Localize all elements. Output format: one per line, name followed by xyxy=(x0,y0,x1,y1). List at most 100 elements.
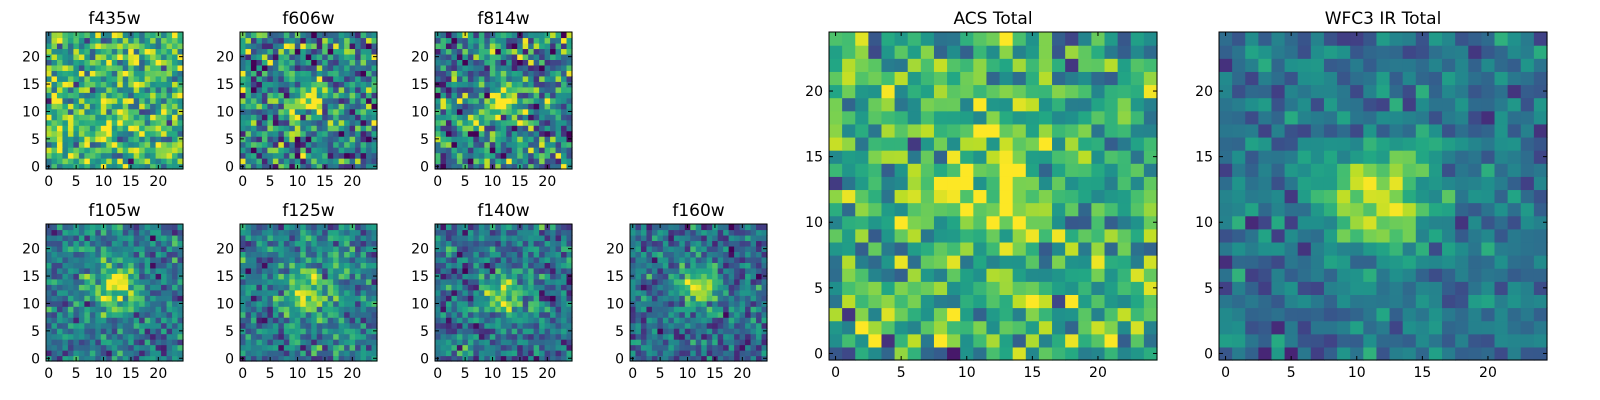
heatmap-cell xyxy=(267,256,274,263)
heatmap-cell xyxy=(550,256,557,263)
heatmap-cell xyxy=(635,339,642,346)
heatmap-cell xyxy=(289,64,296,71)
x-tick-label: 0 xyxy=(628,366,637,382)
heatmap-cell xyxy=(51,317,58,324)
heatmap-cell xyxy=(305,278,312,285)
heatmap-cell xyxy=(662,240,669,247)
heatmap-cell xyxy=(261,245,268,252)
heatmap-cell xyxy=(500,355,507,362)
heatmap-cell xyxy=(278,152,285,159)
heatmap-cell xyxy=(172,86,179,93)
heatmap-cell xyxy=(745,311,752,318)
heatmap-cell xyxy=(95,42,102,50)
heatmap-cell xyxy=(690,251,697,258)
heatmap-cell xyxy=(177,333,184,340)
heatmap-cell xyxy=(679,355,686,362)
heatmap-cell xyxy=(256,114,263,121)
heatmap-cell xyxy=(750,311,757,318)
heatmap-cell xyxy=(166,97,173,104)
heatmap-cell xyxy=(240,339,247,346)
y-tick-label: 5 xyxy=(420,324,429,340)
y-tick-label: 20 xyxy=(22,50,40,66)
heatmap-cell xyxy=(462,81,469,88)
heatmap-cell xyxy=(511,75,518,82)
heatmap-cell xyxy=(311,350,318,357)
heatmap-cell xyxy=(294,306,301,313)
heatmap-cell xyxy=(311,48,318,55)
heatmap-cell xyxy=(528,245,535,252)
heatmap-cell xyxy=(250,273,258,280)
heatmap-cell xyxy=(245,344,252,351)
heatmap-cell xyxy=(435,37,442,44)
heatmap-cell xyxy=(440,70,447,77)
heatmap-cell xyxy=(360,224,367,231)
heatmap-cell xyxy=(322,37,329,44)
heatmap-cell xyxy=(84,152,91,159)
x-tick-label: 10 xyxy=(679,366,697,382)
heatmap-cell xyxy=(456,108,463,115)
heatmap-cell xyxy=(484,306,491,313)
heatmap-cell xyxy=(528,328,535,335)
heatmap-cell xyxy=(316,75,323,82)
heatmap-cell xyxy=(305,344,312,351)
heatmap-cell xyxy=(473,267,480,274)
heatmap-cell xyxy=(646,224,653,231)
heatmap-cell xyxy=(561,224,568,231)
heatmap-cell xyxy=(294,295,301,302)
heatmap-cell xyxy=(506,70,513,77)
heatmap-cell xyxy=(161,53,168,60)
heatmap-cell xyxy=(338,355,345,362)
heatmap-cell xyxy=(728,350,735,357)
heatmap-cell xyxy=(456,245,463,252)
heatmap-cell xyxy=(128,48,135,55)
heatmap-cell xyxy=(316,158,323,165)
heatmap-cell xyxy=(484,75,491,82)
heatmap-cell xyxy=(445,37,453,44)
heatmap-cell xyxy=(150,317,157,324)
heatmap-cell xyxy=(522,119,529,126)
heatmap-cell xyxy=(51,355,58,362)
heatmap-cell xyxy=(662,300,669,307)
heatmap-cell xyxy=(478,75,485,82)
heatmap-cell xyxy=(133,136,140,143)
heatmap-cell xyxy=(467,97,474,104)
heatmap-cell xyxy=(250,97,258,104)
heatmap-cell xyxy=(668,311,675,318)
heatmap-cell xyxy=(511,97,518,104)
heatmap-cell xyxy=(920,202,935,217)
heatmap-cell xyxy=(511,114,518,121)
heatmap-cell xyxy=(322,328,329,335)
heatmap-cell xyxy=(316,322,323,329)
heatmap-cell xyxy=(245,333,252,340)
heatmap-cell xyxy=(300,350,307,357)
heatmap-cell xyxy=(360,295,367,302)
heatmap-cell xyxy=(240,267,247,274)
heatmap-cell xyxy=(511,295,518,302)
heatmap-cell xyxy=(695,355,702,362)
heatmap-cell xyxy=(316,306,323,313)
heatmap-cell xyxy=(761,295,768,302)
heatmap-cell xyxy=(289,355,296,362)
heatmap-cell xyxy=(56,284,64,291)
heatmap-cell xyxy=(907,346,922,361)
heatmap-cell xyxy=(1143,255,1158,269)
heatmap-cell xyxy=(360,163,367,170)
heatmap-cell xyxy=(484,317,491,324)
heatmap-cell xyxy=(172,240,179,247)
heatmap-cell xyxy=(646,262,653,269)
heatmap-cell xyxy=(283,339,290,346)
heatmap-cell xyxy=(561,37,568,44)
heatmap-cell xyxy=(300,251,307,258)
heatmap-cell xyxy=(316,240,323,247)
heatmap-cell xyxy=(245,229,252,236)
heatmap-cell xyxy=(640,267,648,274)
heatmap-cell xyxy=(111,350,118,357)
heatmap-cell xyxy=(355,92,362,99)
heatmap-cell xyxy=(311,86,318,93)
heatmap-cell xyxy=(278,86,285,93)
heatmap-cell xyxy=(78,322,85,329)
heatmap-cell xyxy=(311,311,318,318)
heatmap-cell xyxy=(561,267,568,274)
heatmap-cell xyxy=(89,306,96,313)
axes-frame xyxy=(434,31,573,170)
